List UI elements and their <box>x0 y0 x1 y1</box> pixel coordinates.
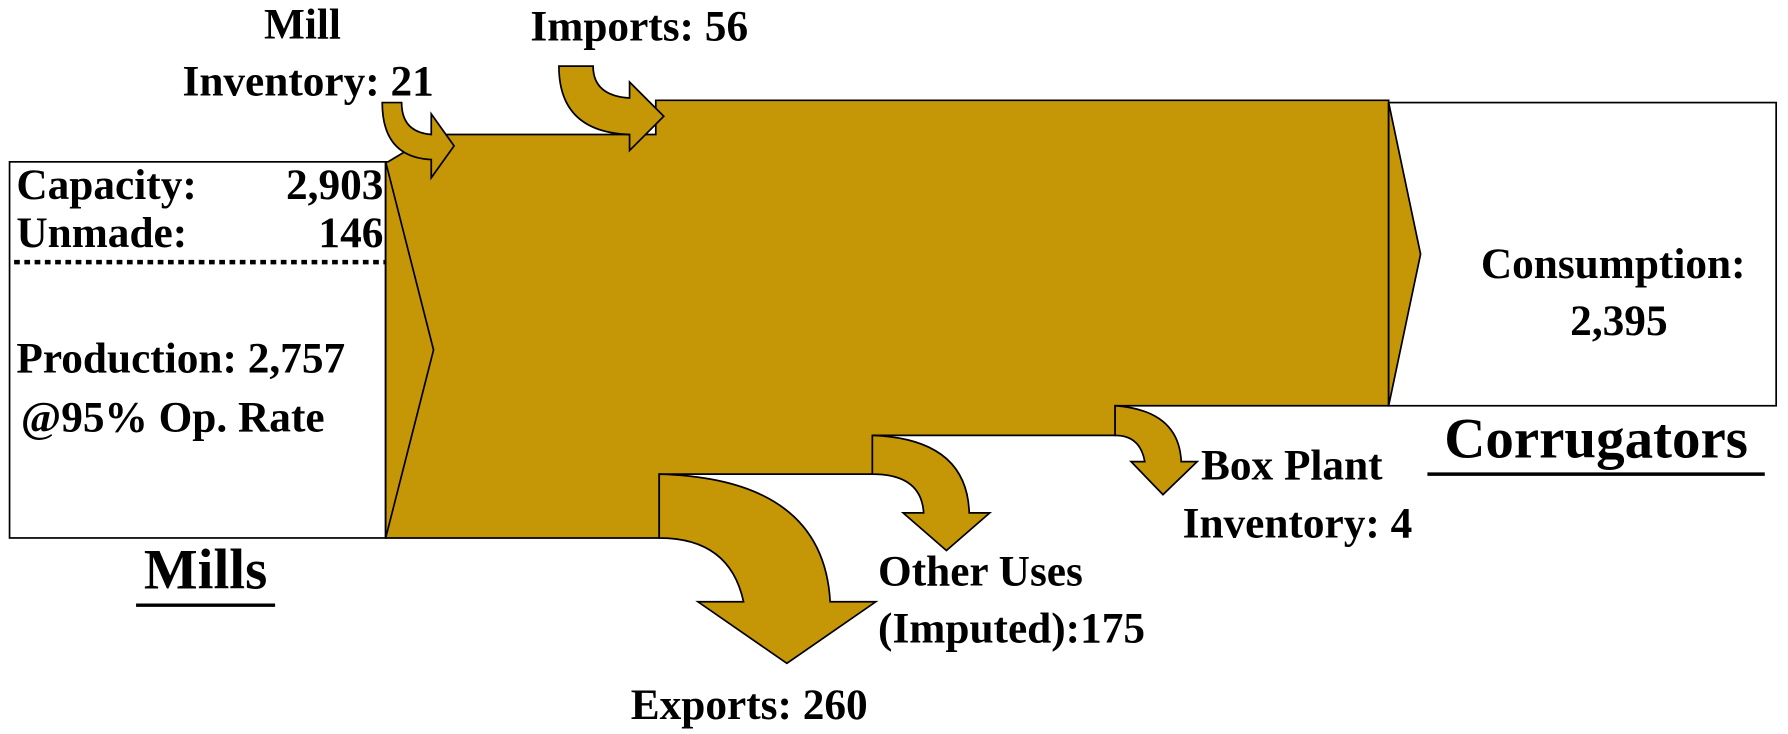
unmade-value: 146 <box>318 209 383 257</box>
corrugators-title: Corrugators <box>1444 408 1748 471</box>
mills-title: Mills <box>144 539 267 602</box>
exports-label: Exports: 260 <box>631 681 868 729</box>
other-uses-arrow <box>871 434 993 552</box>
imports-label: Imports: 56 <box>530 3 748 51</box>
mill-inventory-arrow <box>381 101 456 181</box>
op-rate: @95% Op. Rate <box>21 394 325 442</box>
mill-inventory-value: Inventory: 21 <box>182 57 433 105</box>
consumption-label: Consumption: <box>1481 240 1746 288</box>
other-uses-label: Other Uses <box>878 548 1083 596</box>
consumption-value: 2,395 <box>1570 297 1667 345</box>
other-uses-value: (Imputed):175 <box>878 604 1145 652</box>
corrugators-box <box>1387 101 1778 407</box>
mill-inventory-label: Mill <box>264 0 341 48</box>
production: Production: 2,757 <box>16 334 345 382</box>
unmade-label: Unmade: <box>16 209 187 257</box>
exports-arrow <box>658 473 879 665</box>
box-plant-arrow <box>1114 404 1200 496</box>
mills-arrow <box>384 161 435 539</box>
box-plant-value: Inventory: 4 <box>1183 500 1413 548</box>
capacity-value: 2,903 <box>286 161 383 209</box>
capacity-label: Capacity: <box>16 161 196 209</box>
mills-box <box>8 160 387 539</box>
imports-arrow <box>558 65 665 153</box>
box-plant-label: Box Plant <box>1201 442 1383 490</box>
corrugators-arrow <box>1387 102 1422 406</box>
